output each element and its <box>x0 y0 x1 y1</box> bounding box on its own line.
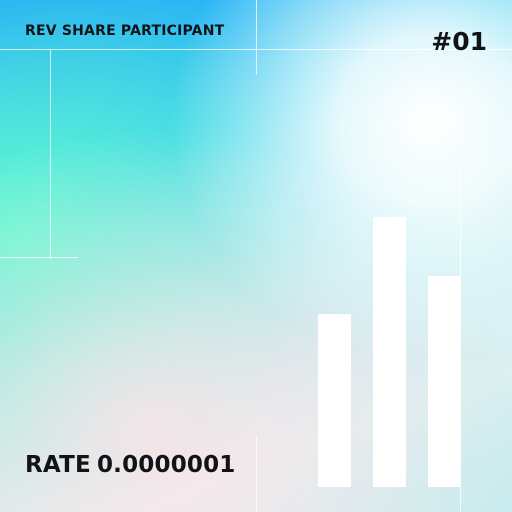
rate-value: 0.0000001 <box>97 452 236 478</box>
card-title: REV SHARE PARTICIPANT <box>25 23 224 39</box>
chart-bar-2 <box>373 217 406 487</box>
participant-number: #01 <box>431 27 487 56</box>
frame-line-left <box>50 49 51 259</box>
rate-display: RATE 0.0000001 <box>25 452 236 478</box>
chart-bar-1 <box>318 314 351 487</box>
frame-line-top-accent <box>256 0 257 75</box>
chart-bar-3 <box>428 276 461 487</box>
frame-line-mid-left <box>0 257 78 258</box>
rate-label: RATE <box>25 452 91 478</box>
frame-line-bottom-accent <box>256 435 257 512</box>
